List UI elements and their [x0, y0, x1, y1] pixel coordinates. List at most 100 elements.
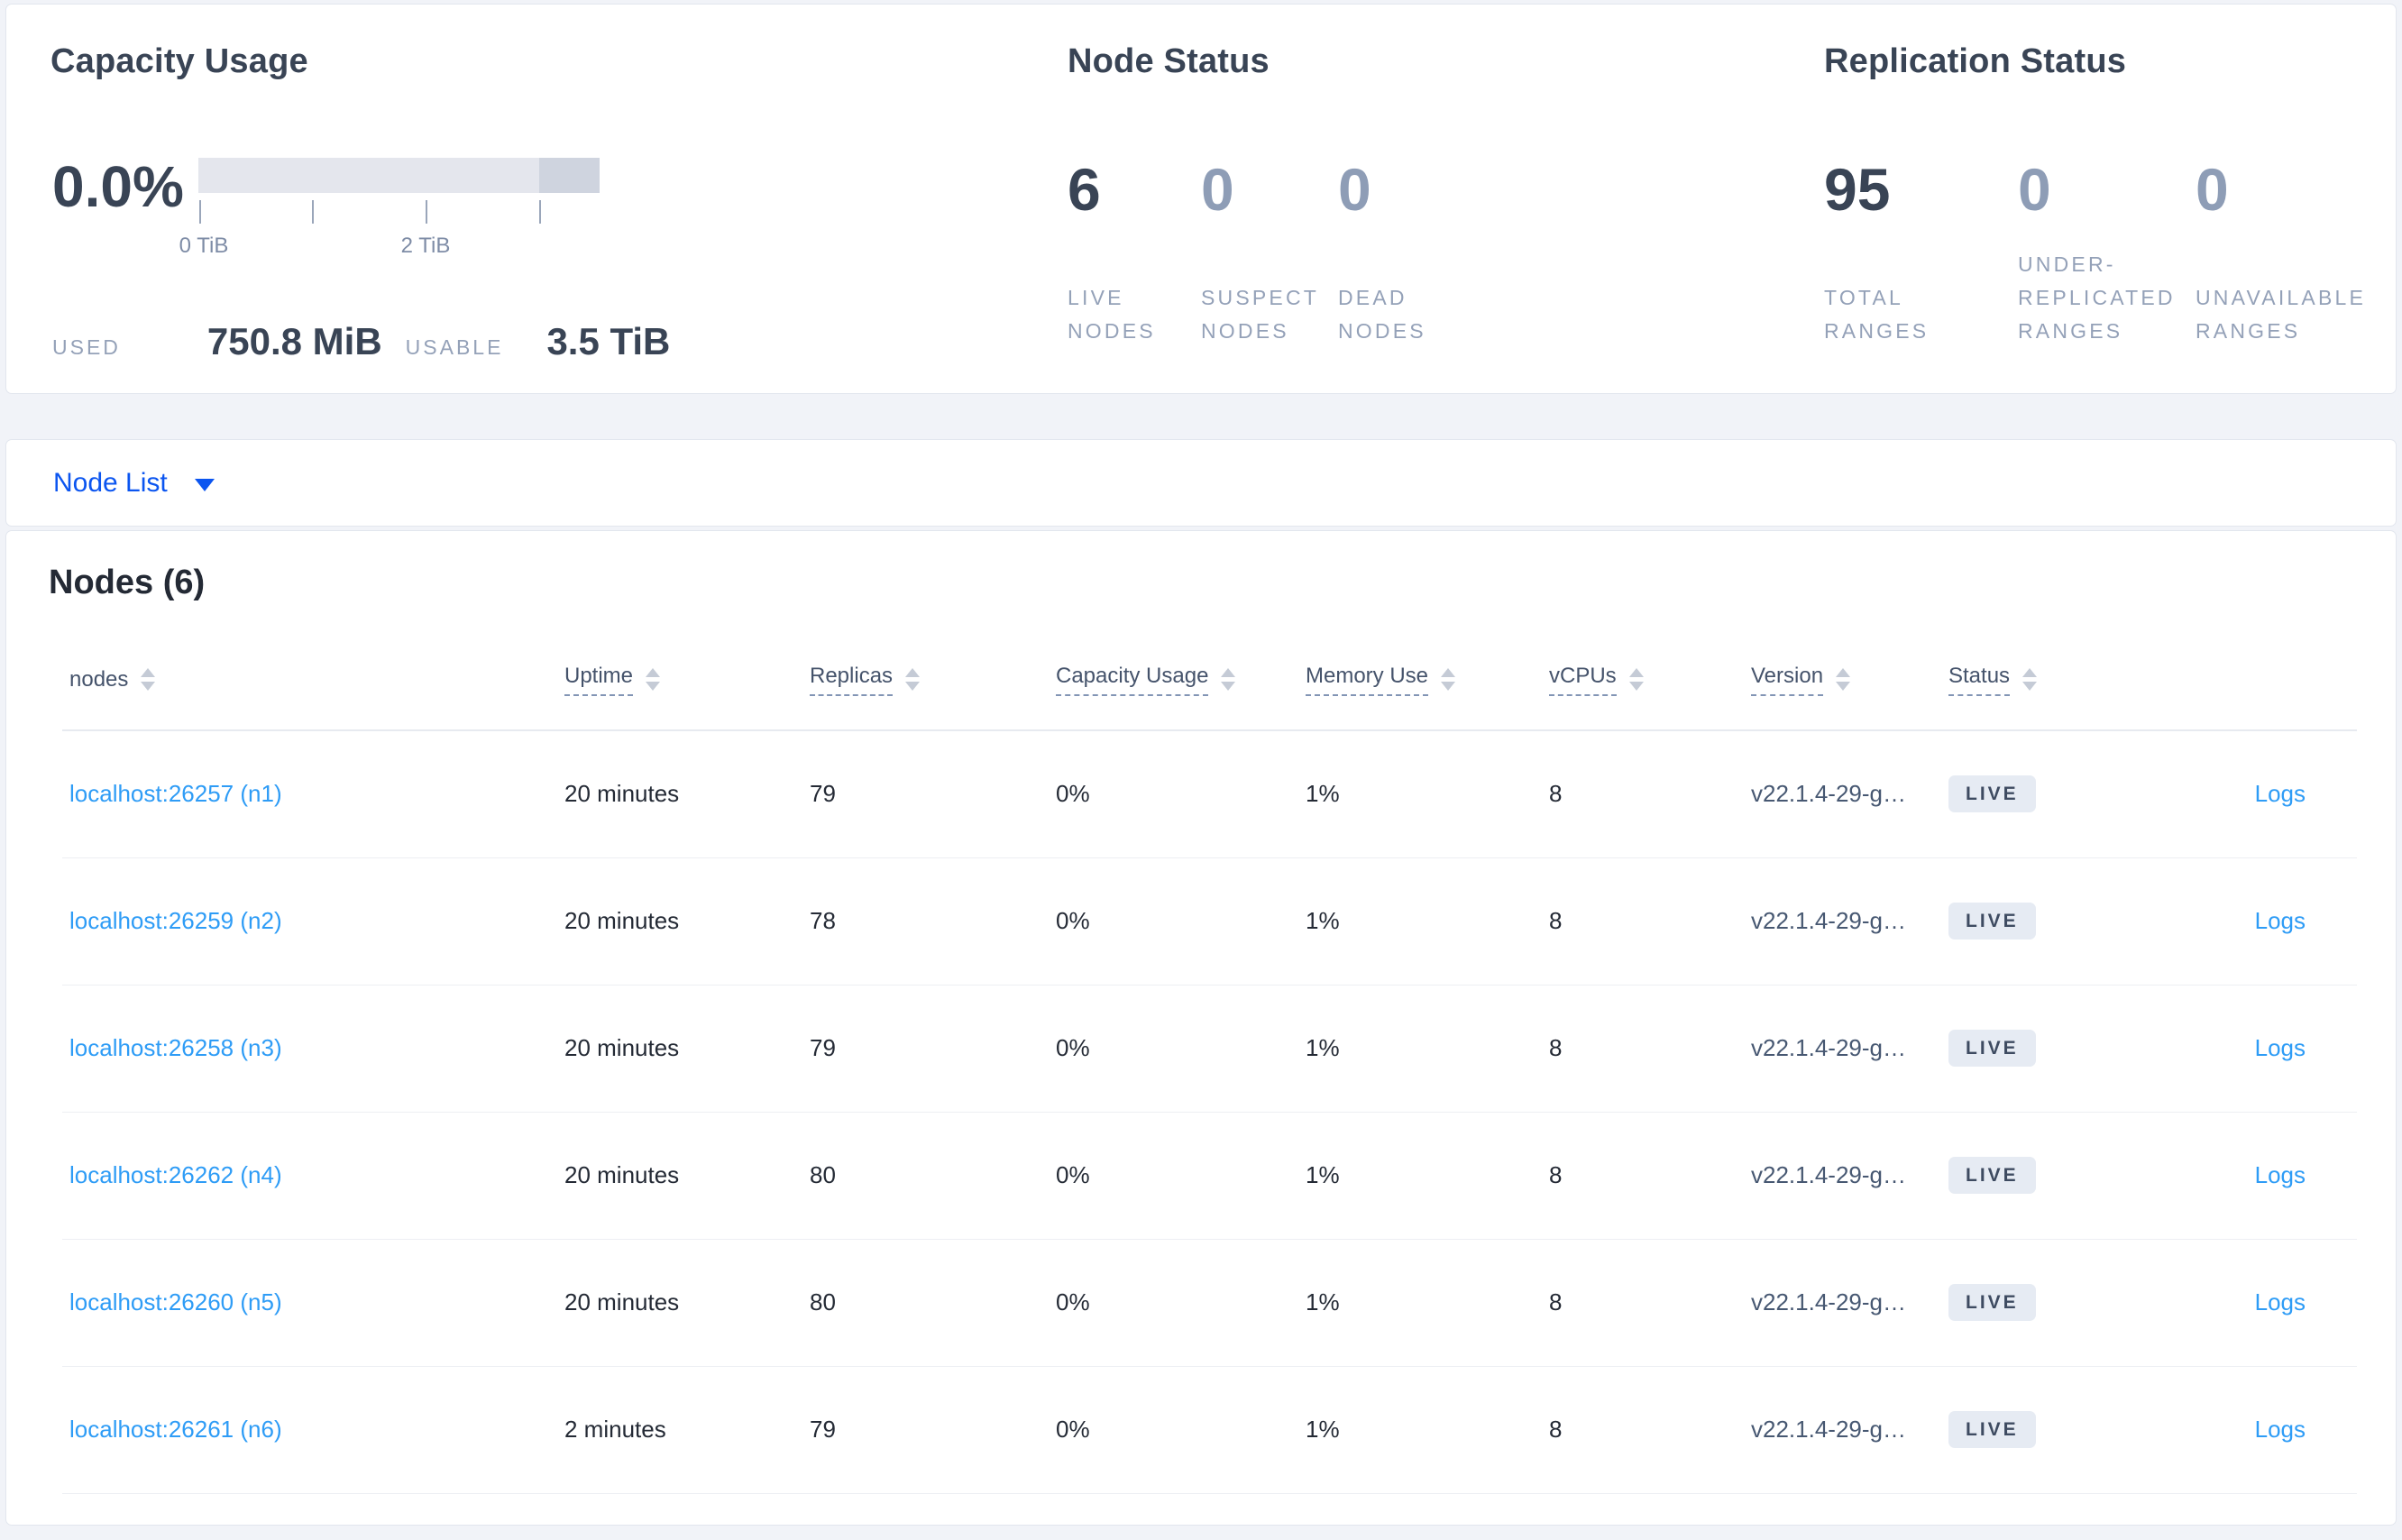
vcpus-cell: 8: [1542, 1239, 1744, 1367]
node-list-dropdown[interactable]: Node List: [5, 439, 2397, 527]
sort-icon: [646, 668, 661, 691]
logs-link[interactable]: Logs: [2254, 1034, 2306, 1061]
column-label-version: Version: [1751, 664, 1824, 696]
table-row: localhost:26261 (n6) 2 minutes 79 0% 1% …: [62, 1366, 2357, 1494]
capacity-usage-cell: 0%: [1049, 1239, 1298, 1367]
node-status-title: Node Status: [1068, 42, 1270, 80]
version-cell: v22.1.4-29-g…: [1744, 730, 1941, 858]
sort-icon: [1628, 668, 1644, 691]
vcpus-cell: 8: [1542, 1112, 1744, 1240]
status-cell: LIVE: [1941, 1239, 2147, 1367]
total-ranges-stat: 95 TOTAL RANGES: [1824, 160, 2018, 348]
logs-cell: Logs: [2147, 1112, 2357, 1240]
node-address-link[interactable]: localhost:26260 (n5): [69, 1288, 282, 1315]
status-badge: LIVE: [1948, 1030, 2036, 1067]
column-label-uptime: Uptime: [564, 664, 634, 696]
memory-use-cell: 1%: [1298, 1112, 1542, 1240]
capacity-usage-section: Capacity Usage 0.0% 0 TiB 2 TiB USED 750…: [50, 42, 1024, 385]
column-header-version[interactable]: Version: [1744, 629, 1941, 731]
capacity-bar-tail-segment: [539, 158, 600, 193]
status-cell: LIVE: [1941, 857, 2147, 985]
replication-status-title: Replication Status: [1824, 42, 2127, 80]
capacity-percent-value: 0.0%: [52, 154, 184, 219]
node-address-link[interactable]: localhost:26258 (n3): [69, 1034, 282, 1061]
suspect-nodes-value: 0: [1201, 156, 1234, 223]
node-address-cell: localhost:26261 (n6): [62, 1366, 557, 1494]
node-address-link[interactable]: localhost:26257 (n1): [69, 780, 282, 808]
axis-tick-1: [312, 200, 314, 224]
column-label-nodes: nodes: [69, 666, 129, 692]
replicas-cell: 79: [802, 730, 1049, 858]
capacity-usage-bar: 0 TiB 2 TiB: [179, 158, 600, 258]
sort-icon: [905, 668, 921, 691]
node-status-stats: 6 LIVE NODES 0 SUSPECT NODES 0 DEAD NODE…: [1068, 160, 1491, 348]
column-header-status[interactable]: Status: [1941, 629, 2147, 731]
column-label-memory-use: Memory Use: [1306, 664, 1429, 696]
sort-icon: [141, 668, 156, 691]
sort-icon: [2022, 668, 2038, 691]
node-address-cell: localhost:26260 (n5): [62, 1239, 557, 1367]
uptime-cell: 20 minutes: [557, 985, 802, 1113]
version-cell: v22.1.4-29-g…: [1744, 1366, 1941, 1494]
status-badge: LIVE: [1948, 903, 2036, 940]
column-label-vcpus: vCPUs: [1549, 664, 1617, 696]
memory-use-cell: 1%: [1298, 730, 1542, 858]
node-address-cell: localhost:26259 (n2): [62, 857, 557, 985]
capacity-usage-cell: 0%: [1049, 857, 1298, 985]
status-cell: LIVE: [1941, 1112, 2147, 1240]
version-cell: v22.1.4-29-g…: [1744, 1239, 1941, 1367]
column-header-vcpus[interactable]: vCPUs: [1542, 629, 1744, 731]
replicas-cell: 79: [802, 1366, 1049, 1494]
nodes-table-body: localhost:26257 (n1) 20 minutes 79 0% 1%…: [62, 730, 2357, 1494]
table-row: localhost:26262 (n4) 20 minutes 80 0% 1%…: [62, 1112, 2357, 1240]
uptime-cell: 20 minutes: [557, 1112, 802, 1240]
replication-status-stats: 95 TOTAL RANGES 0 UNDER- REPLICATED RANG…: [1824, 160, 2389, 348]
total-ranges-value: 95: [1824, 156, 1891, 223]
under-replicated-ranges-label: UNDER- REPLICATED RANGES: [2018, 252, 2176, 343]
status-cell: LIVE: [1941, 730, 2147, 858]
suspect-nodes-stat: 0 SUSPECT NODES: [1201, 160, 1338, 348]
node-address-link[interactable]: localhost:26261 (n6): [69, 1416, 282, 1443]
axis-tick-3: [539, 200, 541, 224]
nodes-card: Nodes (6) nodes Uptime Replicas: [5, 530, 2397, 1526]
vcpus-cell: 8: [1542, 1366, 1744, 1494]
capacity-usage-title: Capacity Usage: [50, 42, 308, 80]
logs-link[interactable]: Logs: [2254, 1161, 2306, 1188]
dead-nodes-stat: 0 DEAD NODES: [1338, 160, 1491, 348]
vcpus-cell: 8: [1542, 730, 1744, 858]
logs-link[interactable]: Logs: [2254, 1288, 2306, 1315]
capacity-usage-cell: 0%: [1049, 1112, 1298, 1240]
logs-cell: Logs: [2147, 730, 2357, 858]
status-cell: LIVE: [1941, 1366, 2147, 1494]
table-row: localhost:26259 (n2) 20 minutes 78 0% 1%…: [62, 857, 2357, 985]
node-address-link[interactable]: localhost:26262 (n4): [69, 1161, 282, 1188]
replicas-cell: 78: [802, 857, 1049, 985]
capacity-usage-cell: 0%: [1049, 1366, 1298, 1494]
chevron-down-icon: [194, 478, 215, 491]
logs-link[interactable]: Logs: [2254, 780, 2306, 808]
status-cell: LIVE: [1941, 985, 2147, 1113]
capacity-bar-track: [198, 158, 600, 193]
used-value: 750.8 MiB: [206, 320, 382, 362]
node-address-cell: localhost:26257 (n1): [62, 730, 557, 858]
column-header-capacity-usage[interactable]: Capacity Usage: [1049, 629, 1298, 731]
unavailable-ranges-value: 0: [2196, 156, 2229, 223]
column-label-status: Status: [1948, 664, 2011, 696]
capacity-footer: USED 750.8 MiB USABLE 3.5 TiB: [52, 320, 670, 363]
node-address-cell: localhost:26262 (n4): [62, 1112, 557, 1240]
axis-tick-2: [426, 200, 427, 224]
logs-link[interactable]: Logs: [2254, 907, 2306, 934]
node-address-link[interactable]: localhost:26259 (n2): [69, 907, 282, 934]
column-header-uptime[interactable]: Uptime: [557, 629, 802, 731]
uptime-cell: 2 minutes: [557, 1366, 802, 1494]
version-cell: v22.1.4-29-g…: [1744, 857, 1941, 985]
column-header-replicas[interactable]: Replicas: [802, 629, 1049, 731]
column-label-capacity-usage: Capacity Usage: [1056, 664, 1209, 696]
vcpus-cell: 8: [1542, 857, 1744, 985]
column-header-memory-use[interactable]: Memory Use: [1298, 629, 1542, 731]
unavailable-ranges-label: UNAVAILABLE RANGES: [2196, 286, 2367, 343]
replicas-cell: 80: [802, 1112, 1049, 1240]
dead-nodes-value: 0: [1338, 156, 1371, 223]
logs-link[interactable]: Logs: [2254, 1416, 2306, 1443]
column-header-nodes[interactable]: nodes: [62, 629, 557, 731]
